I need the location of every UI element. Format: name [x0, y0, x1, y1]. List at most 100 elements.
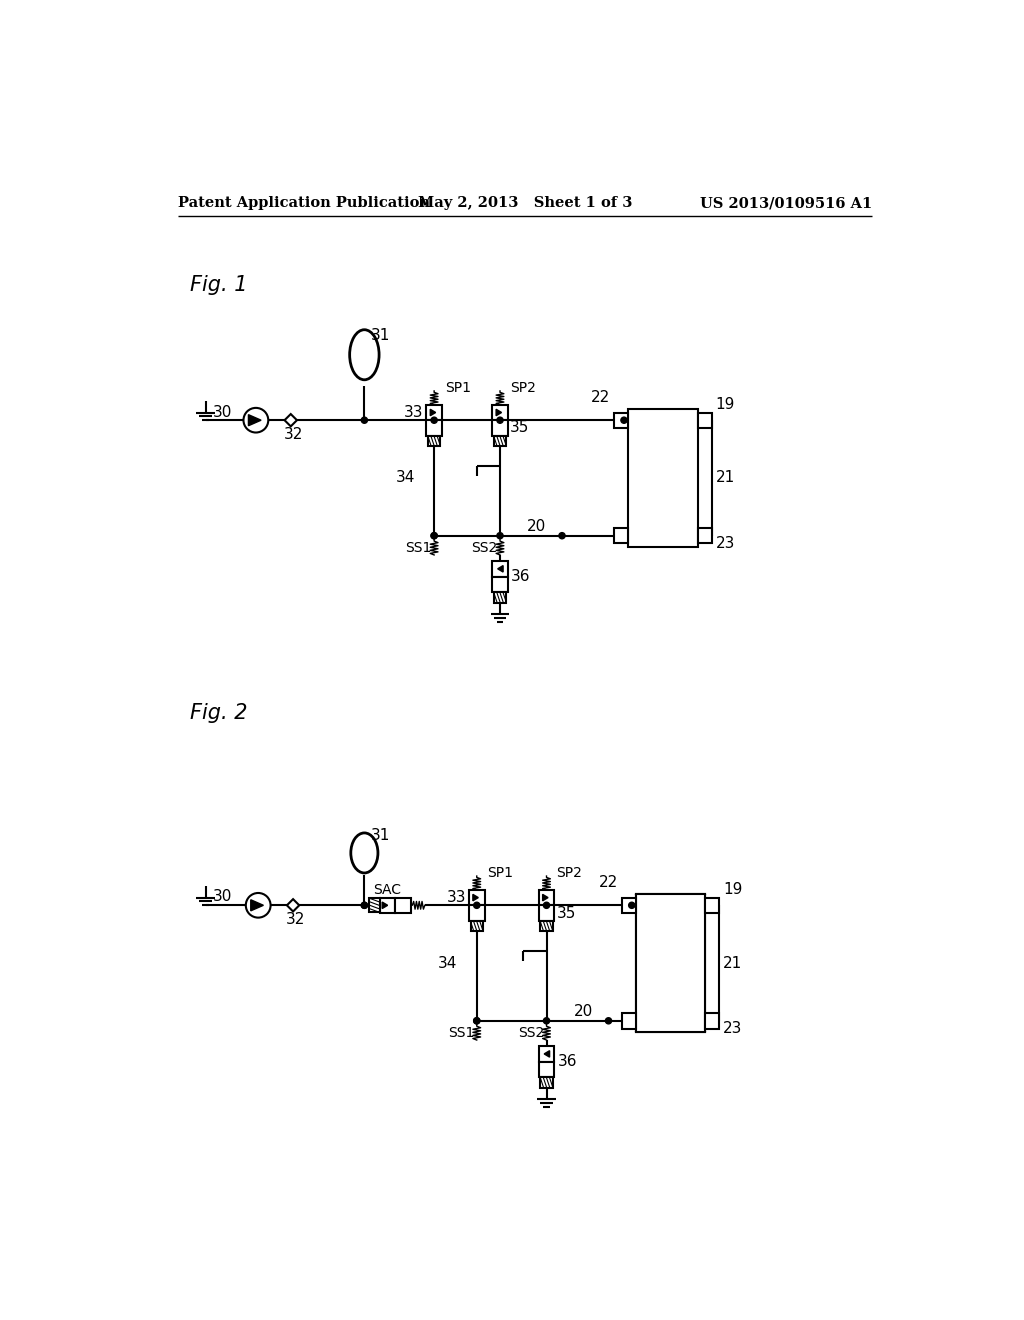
Text: US 2013/0109516 A1: US 2013/0109516 A1 — [699, 197, 872, 210]
Bar — [426, 420, 442, 436]
Bar — [471, 921, 483, 932]
Polygon shape — [473, 895, 478, 900]
Bar — [369, 899, 380, 912]
Text: SP2: SP2 — [510, 381, 536, 395]
Bar — [494, 591, 506, 603]
Text: SP2: SP2 — [557, 866, 583, 880]
Text: 34: 34 — [395, 470, 415, 486]
Text: 35: 35 — [557, 906, 575, 920]
Circle shape — [474, 1018, 480, 1024]
Circle shape — [431, 532, 437, 539]
Text: SAC: SAC — [374, 883, 401, 896]
Text: 19: 19 — [723, 882, 742, 898]
Bar — [428, 436, 440, 446]
Bar — [541, 1077, 553, 1088]
Polygon shape — [285, 414, 297, 426]
Circle shape — [431, 417, 437, 424]
Bar — [426, 405, 442, 420]
Text: 36: 36 — [557, 1055, 577, 1069]
Circle shape — [629, 903, 635, 908]
Text: 22: 22 — [591, 389, 610, 405]
Text: 35: 35 — [510, 420, 529, 436]
Bar — [622, 1014, 636, 1028]
Text: 21: 21 — [723, 956, 742, 970]
Text: Fig. 2: Fig. 2 — [190, 702, 248, 723]
Circle shape — [361, 903, 368, 908]
Circle shape — [497, 532, 503, 539]
Text: Patent Application Publication: Patent Application Publication — [178, 197, 430, 210]
Bar — [539, 1047, 554, 1061]
Polygon shape — [496, 409, 502, 416]
Bar — [493, 561, 508, 577]
Bar — [539, 1061, 554, 1077]
Text: 21: 21 — [716, 470, 734, 486]
Text: Fig. 1: Fig. 1 — [190, 276, 248, 296]
Bar — [493, 577, 508, 591]
Polygon shape — [382, 902, 388, 908]
Bar — [539, 890, 554, 906]
Text: SS1: SS1 — [406, 541, 432, 554]
Bar — [541, 921, 553, 932]
Text: 33: 33 — [403, 405, 423, 420]
Bar — [395, 898, 411, 913]
Circle shape — [544, 903, 550, 908]
Bar — [706, 1014, 719, 1028]
Text: 22: 22 — [599, 875, 617, 890]
Bar — [539, 906, 554, 921]
Text: 20: 20 — [527, 519, 547, 535]
Circle shape — [244, 408, 268, 433]
Bar — [636, 894, 706, 1032]
Circle shape — [361, 903, 368, 908]
Polygon shape — [430, 409, 435, 416]
Text: 34: 34 — [438, 956, 458, 970]
Bar — [494, 436, 506, 446]
Text: SS2: SS2 — [518, 1026, 544, 1040]
Ellipse shape — [349, 330, 379, 380]
Polygon shape — [287, 899, 299, 911]
Bar — [706, 898, 719, 913]
Text: 23: 23 — [716, 536, 735, 550]
Text: 32: 32 — [284, 426, 303, 442]
Circle shape — [605, 1018, 611, 1024]
Bar — [469, 890, 484, 906]
Bar — [493, 420, 508, 436]
Text: SS2: SS2 — [471, 541, 498, 554]
Bar — [697, 528, 712, 544]
Circle shape — [621, 417, 627, 424]
Text: SP1: SP1 — [487, 866, 514, 880]
Circle shape — [474, 1018, 480, 1024]
Text: 19: 19 — [716, 397, 735, 412]
Bar — [380, 898, 395, 913]
Bar — [628, 409, 697, 548]
Circle shape — [431, 532, 437, 539]
Text: 33: 33 — [446, 890, 466, 906]
Bar — [614, 412, 628, 428]
Text: SS1: SS1 — [449, 1026, 474, 1040]
Text: 31: 31 — [371, 829, 390, 843]
Text: SP1: SP1 — [445, 381, 471, 395]
Circle shape — [474, 903, 480, 908]
Bar — [622, 898, 636, 913]
Circle shape — [544, 1018, 550, 1024]
Circle shape — [497, 417, 503, 424]
Polygon shape — [251, 900, 263, 911]
Bar — [697, 412, 712, 428]
Text: 30: 30 — [213, 405, 232, 420]
Circle shape — [361, 417, 368, 424]
Polygon shape — [544, 1051, 550, 1057]
Bar — [636, 894, 706, 1032]
Circle shape — [559, 532, 565, 539]
Polygon shape — [498, 565, 503, 572]
Circle shape — [246, 892, 270, 917]
Text: May 2, 2013   Sheet 1 of 3: May 2, 2013 Sheet 1 of 3 — [418, 197, 632, 210]
Ellipse shape — [351, 833, 378, 873]
Text: 31: 31 — [371, 327, 390, 343]
Text: 23: 23 — [723, 1020, 742, 1036]
Text: 20: 20 — [573, 1005, 593, 1019]
Text: 32: 32 — [286, 912, 305, 927]
Bar — [469, 906, 484, 921]
Bar — [493, 405, 508, 420]
Polygon shape — [543, 895, 548, 900]
Bar — [614, 528, 628, 544]
Polygon shape — [249, 414, 261, 426]
